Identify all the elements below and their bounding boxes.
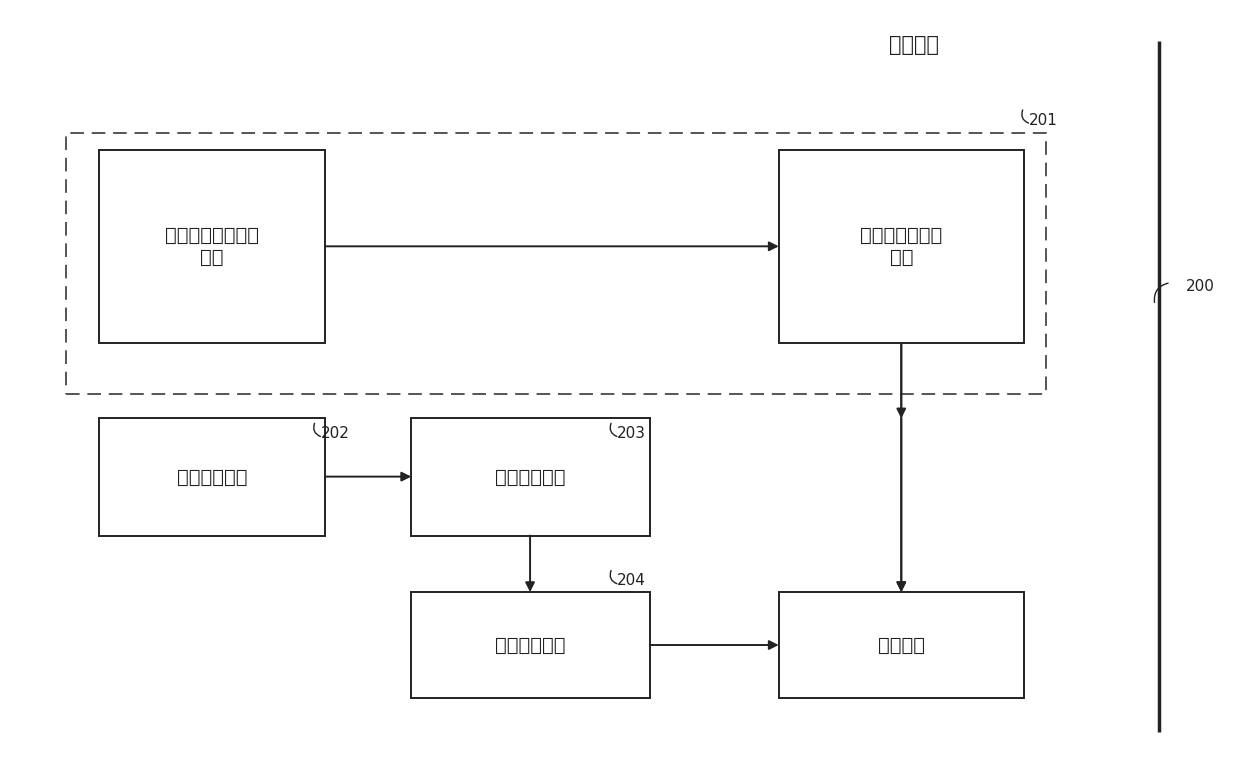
Text: 200: 200 (1186, 279, 1214, 294)
Bar (66, 133, 1046, 394)
Text: 204: 204 (617, 574, 647, 588)
Text: 决策模块: 决策模块 (888, 35, 938, 55)
Text: 总深度增强学习
模块: 总深度增强学习 模块 (860, 226, 943, 267)
Text: 应急处理模块: 应急处理模块 (496, 635, 566, 654)
Text: 202: 202 (321, 426, 349, 441)
Bar (779, 151, 1023, 343)
Bar (99, 418, 326, 535)
Bar (411, 592, 650, 698)
Text: 201: 201 (1028, 113, 1058, 128)
Text: 力学分析模块: 力学分析模块 (177, 468, 248, 487)
Bar (411, 418, 650, 535)
Bar (779, 592, 1023, 698)
Text: 203: 203 (617, 426, 647, 441)
Text: 条件判断模块: 条件判断模块 (496, 468, 566, 487)
Text: 初步深度增强学习
模块: 初步深度增强学习 模块 (165, 226, 259, 267)
Bar (99, 151, 326, 343)
Text: 输出决策: 输出决策 (877, 635, 924, 654)
